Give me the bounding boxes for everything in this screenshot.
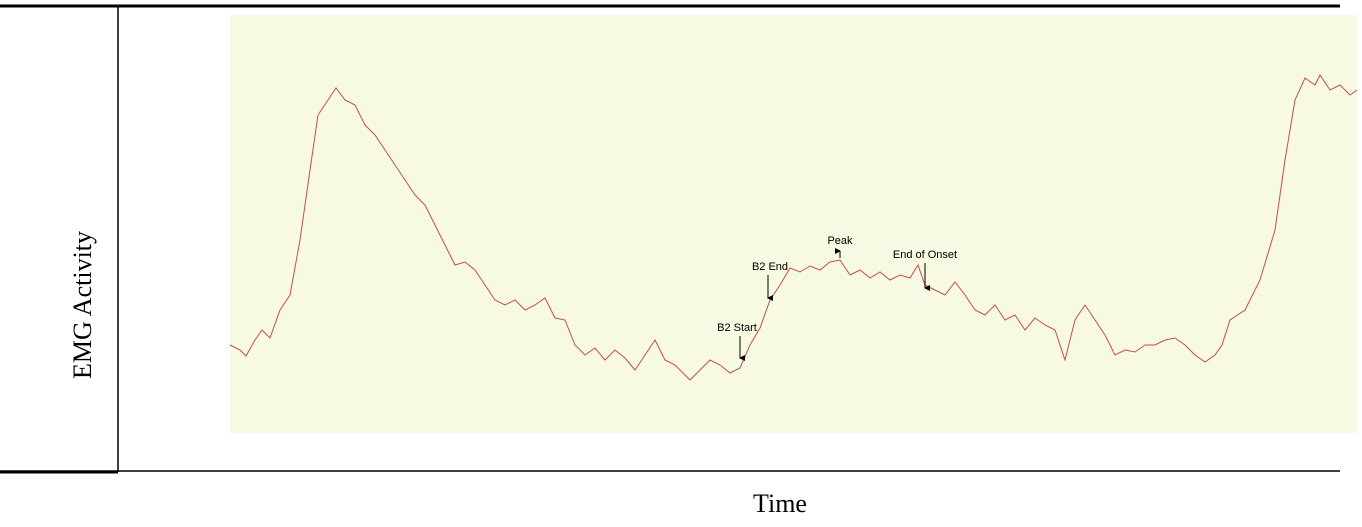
y-axis-label: EMG Activity — [68, 231, 97, 379]
plot-background — [230, 15, 1357, 433]
annotation: B2 Start — [717, 322, 757, 334]
annotation: B2 End — [752, 261, 788, 273]
x-axis-label: Time — [753, 489, 807, 518]
emg-trace — [229, 74, 1358, 381]
annotation: End of Onset — [893, 249, 957, 261]
annotation: Peak — [827, 235, 853, 247]
